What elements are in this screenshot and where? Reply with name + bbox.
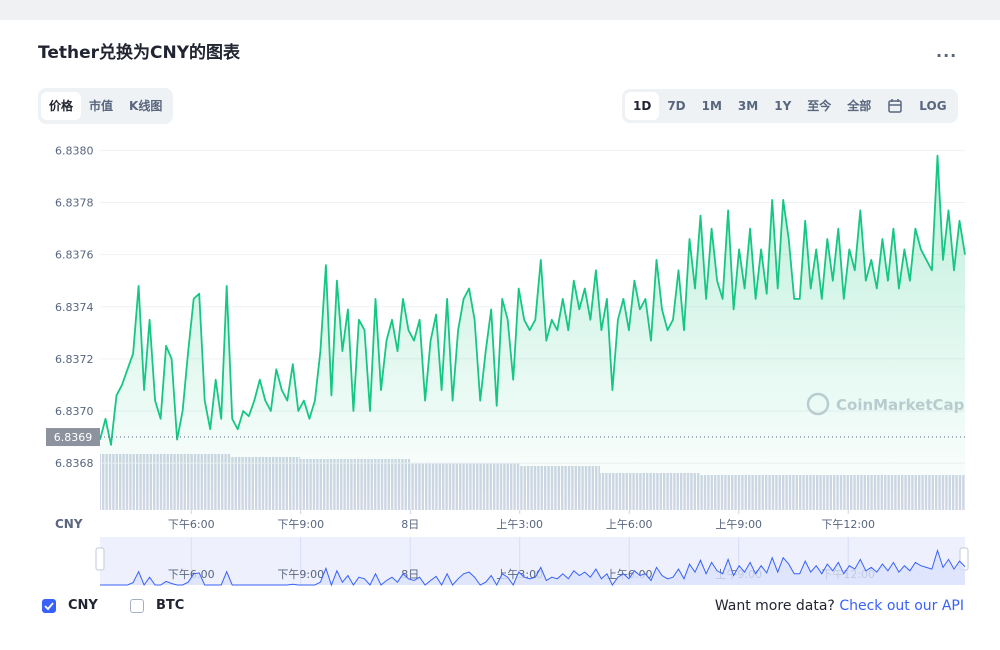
range-tab[interactable]: 全部 xyxy=(847,99,872,113)
y-tick-label: 6.8372 xyxy=(55,353,94,366)
x-tick-label: 下午9:00 xyxy=(277,518,324,531)
x-tick-label: 上午6:00 xyxy=(606,518,653,531)
view-tab[interactable]: 价格 xyxy=(41,92,82,120)
more-menu[interactable]: ... xyxy=(936,42,958,61)
y-tick-label: 6.8368 xyxy=(55,457,94,470)
chart-title: Tether兑换为CNY的图表 xyxy=(38,43,241,63)
y-tick-label: 6.8378 xyxy=(55,197,94,210)
range-tab[interactable]: 至今 xyxy=(807,99,832,113)
y-tick-label: 6.8370 xyxy=(55,405,94,418)
y-tick-label: 6.8376 xyxy=(55,249,94,262)
range-tab[interactable]: 1M xyxy=(701,99,722,113)
navigator-tick-label: 下午6:00 xyxy=(168,568,215,581)
x-tick-label: 下午6:00 xyxy=(168,518,215,531)
top-bar xyxy=(0,0,1000,20)
price-line xyxy=(99,154,966,446)
view-tab[interactable]: 市值 xyxy=(89,99,114,113)
legend-label: BTC xyxy=(156,598,185,613)
current-price-box xyxy=(46,428,100,447)
legend-item[interactable]: BTC xyxy=(130,598,184,613)
range-tab[interactable]: 3M xyxy=(737,99,759,113)
check-icon xyxy=(44,601,54,610)
navigator-line xyxy=(100,548,966,587)
range-tabs: 1D 7D 1M 3M 1Y 至今 全部 LOG xyxy=(622,89,958,123)
range-tab[interactable]: 7D xyxy=(667,99,686,113)
y-tick-label: 6.8374 xyxy=(55,301,94,314)
navigator-handle[interactable] xyxy=(95,547,105,571)
navigator-tick-label: 下午9:00 xyxy=(277,568,324,581)
x-tick-label: 上午9:00 xyxy=(715,518,762,531)
view-tab[interactable]: K线图 xyxy=(129,99,163,113)
calendar-button[interactable] xyxy=(879,92,911,120)
range-tab[interactable]: 1D xyxy=(625,92,660,120)
checkbox[interactable] xyxy=(42,598,56,613)
range-tab[interactable]: 1Y xyxy=(774,99,792,113)
footer: Want more data? Check out our API xyxy=(715,598,964,614)
api-link[interactable]: Check out our API xyxy=(839,598,964,614)
checkbox[interactable] xyxy=(130,598,144,613)
y-tick-label: 6.8380 xyxy=(55,144,94,157)
log-toggle[interactable]: LOG xyxy=(919,99,947,113)
footer-prompt: Want more data? xyxy=(714,598,835,614)
x-tick-label: 8日 xyxy=(401,518,419,531)
view-tabs: 价格 市值 K线图 xyxy=(38,88,174,124)
current-price-label: 6.8369 xyxy=(54,431,93,444)
navigator-area xyxy=(100,550,965,585)
axis-currency-label: CNY xyxy=(55,517,83,531)
line-area xyxy=(100,155,965,510)
x-tick-label: 下午12:00 xyxy=(821,518,875,531)
legend-label: CNY xyxy=(68,598,98,613)
chart: 6.8380 6.8378 6.8376 6.8374 6.8372 6.8370 6.83… xyxy=(46,144,969,587)
calendar-icon xyxy=(888,99,903,113)
legend-item[interactable]: CNY xyxy=(42,598,98,613)
x-tick-label: 上午3:00 xyxy=(496,518,543,531)
